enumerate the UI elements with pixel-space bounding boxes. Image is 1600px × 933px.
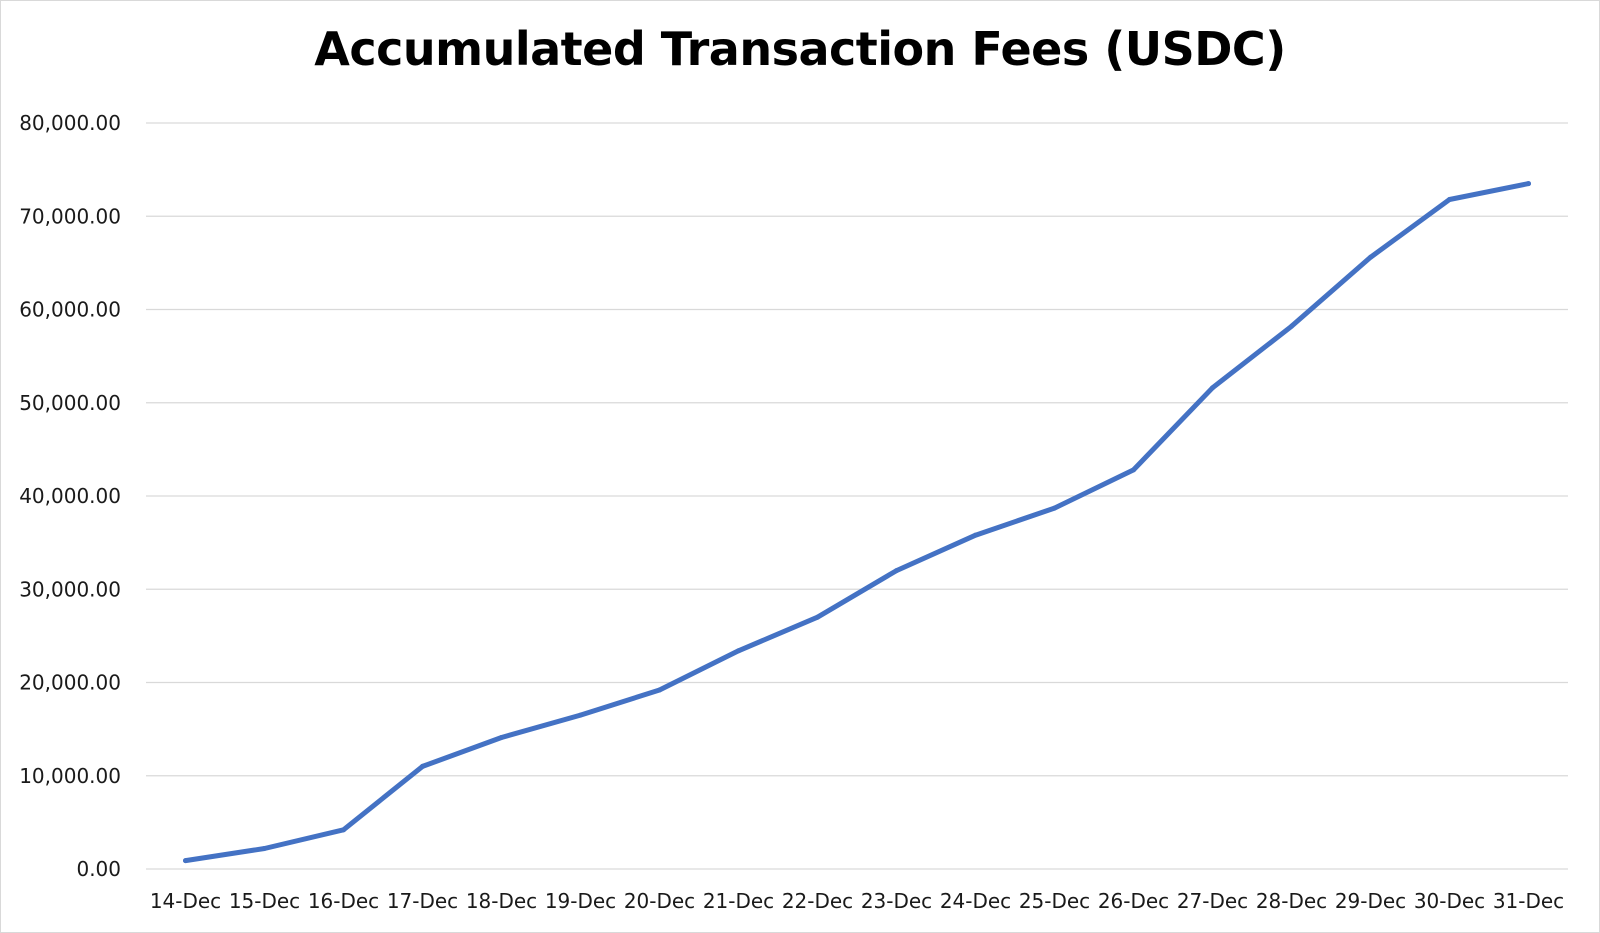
data-point <box>973 532 978 538</box>
y-tick-label: 50,000.00 <box>19 391 121 415</box>
data-point <box>1052 505 1057 511</box>
x-tick-label: 14-Dec <box>150 889 221 913</box>
y-tick-label: 20,000.00 <box>19 671 121 695</box>
series-line <box>183 181 1531 864</box>
data-point <box>499 735 504 741</box>
x-tick-label: 19-Dec <box>545 889 616 913</box>
y-tick-label: 30,000.00 <box>19 577 121 601</box>
data-point <box>341 827 346 833</box>
x-tick-label: 16-Dec <box>308 889 379 913</box>
data-point <box>420 763 425 769</box>
data-point <box>183 858 188 864</box>
x-tick-label: 28-Dec <box>1256 889 1327 913</box>
x-tick-label: 25-Dec <box>1019 889 1090 913</box>
data-point <box>578 712 583 718</box>
y-tick-label: 40,000.00 <box>19 484 121 508</box>
data-point <box>262 845 267 851</box>
x-tick-label: 30-Dec <box>1414 889 1485 913</box>
y-tick-label: 80,000.00 <box>19 111 121 135</box>
data-point <box>1131 467 1136 473</box>
data-point <box>1289 323 1294 329</box>
series-layer <box>183 181 1531 864</box>
x-axis-tick-labels: 14-Dec 15-Dec 16-Dec 17-Dec 18-Dec 19-Dec 20-D… <box>150 889 1564 913</box>
y-tick-label: 10,000.00 <box>19 764 121 788</box>
data-point <box>1210 385 1215 391</box>
x-tick-label: 20-Dec <box>624 889 695 913</box>
gridlines <box>146 122 1568 870</box>
x-tick-label: 15-Dec <box>229 889 300 913</box>
x-tick-label: 24-Dec <box>940 889 1011 913</box>
data-point <box>1526 181 1531 187</box>
x-tick-label: 17-Dec <box>387 889 458 913</box>
x-tick-label: 22-Dec <box>782 889 853 913</box>
x-tick-label: 21-Dec <box>703 889 774 913</box>
data-point <box>1447 196 1452 202</box>
x-tick-label: 18-Dec <box>466 889 537 913</box>
chart-title: Accumulated Transaction Fees (USDC) <box>314 22 1286 76</box>
data-point <box>736 648 741 654</box>
y-tick-label: 0.00 <box>76 857 121 881</box>
data-point <box>815 614 820 620</box>
x-tick-label: 23-Dec <box>861 889 932 913</box>
x-tick-label: 31-Dec <box>1493 889 1564 913</box>
y-tick-label: 60,000.00 <box>19 298 121 322</box>
y-tick-label: 70,000.00 <box>19 204 121 228</box>
x-tick-label: 29-Dec <box>1335 889 1406 913</box>
x-tick-label: 26-Dec <box>1098 889 1169 913</box>
data-point <box>894 568 899 574</box>
data-point <box>1368 254 1373 260</box>
data-point <box>657 687 662 693</box>
x-tick-label: 27-Dec <box>1177 889 1248 913</box>
y-axis-tick-labels: 0.00 10,000.00 20,000.00 30,000.00 40,000.00… <box>19 111 121 881</box>
